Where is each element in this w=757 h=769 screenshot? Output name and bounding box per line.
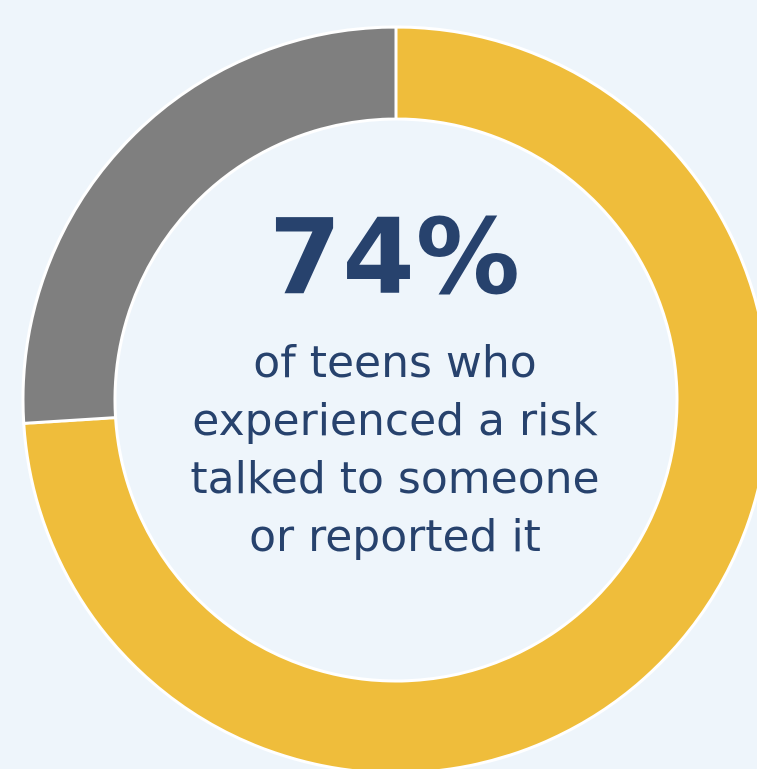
headline-percentage: 74%	[269, 196, 521, 318]
donut-slice-2	[21, 25, 398, 426]
headline-caption: of teens who experienced a risk talked t…	[190, 337, 600, 562]
donut-slice-1	[22, 25, 757, 769]
